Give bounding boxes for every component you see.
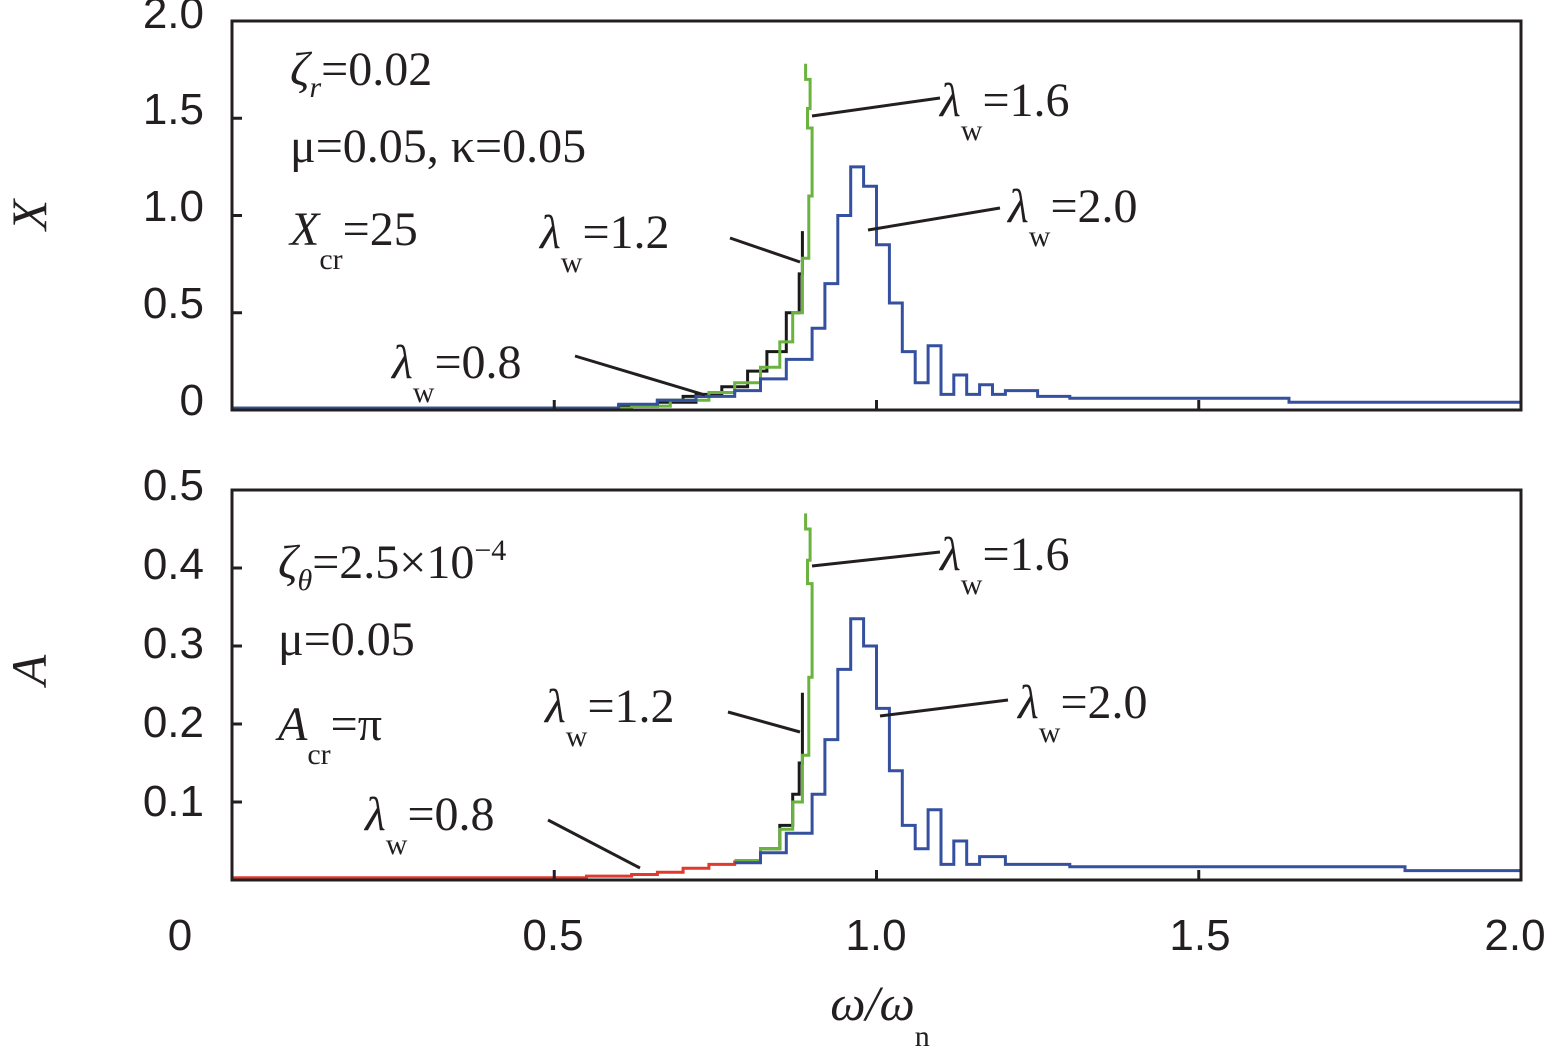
bottom-series-line-1 (232, 860, 737, 880)
bottom-param-mass: μ=0.05 (278, 613, 415, 666)
top-ytick: 1.0 (143, 182, 204, 231)
top-ytick: 2.0 (143, 0, 204, 38)
x-axis-label: ω/ωn (830, 975, 930, 1051)
bottom-xtick: 1.5 (1169, 911, 1230, 960)
top-label-leader-lines (574, 96, 1001, 397)
bottom-xtick: 2.0 (1484, 911, 1545, 960)
panel-bottom-a-amplitude: 0.1 0.2 0.3 0.4 0.5 0 0.5 1.0 1.5 2.0 A … (1, 461, 1546, 1051)
bottom-label-lw-0.8: λw=0.8 (363, 788, 495, 861)
top-ytick: 0 (180, 376, 204, 425)
top-axis-ticks (232, 19, 1201, 412)
top-ytick: 1.5 (143, 85, 204, 134)
bottom-ytick: 0.1 (143, 777, 204, 826)
bottom-plot-lines (232, 513, 1521, 880)
bottom-ytick: 0.5 (143, 461, 204, 510)
top-param-critical: Xcr=25 (288, 203, 418, 276)
bottom-label-lw-1.2: λw=1.2 (543, 680, 675, 753)
top-label-lw-1.6: λw=1.6 (938, 74, 1070, 147)
top-label-lw-1.2: λw=1.2 (538, 206, 670, 279)
bottom-series-line-3 (734, 513, 814, 862)
top-param-damping: ζr=0.02 (290, 43, 432, 104)
bottom-xtick: 1.0 (845, 911, 906, 960)
bottom-axis-ticks (230, 488, 1523, 880)
top-series-line-3 (232, 63, 814, 410)
bottom-ytick: 0.3 (143, 619, 204, 668)
top-ytick: 0.5 (143, 279, 204, 328)
top-param-mass-stiffness: μ=0.05, κ=0.05 (290, 120, 586, 173)
bottom-param-critical: Acr=π (275, 698, 382, 771)
top-series-line-4 (232, 165, 1521, 410)
top-leader-line-2 (729, 236, 801, 264)
panel-top-x-amplitude: 0 0.5 1.0 1.5 2.0 X ζr=0.02 μ=0.05, κ=0.… (1, 0, 1523, 425)
bottom-xtick: 0.5 (522, 911, 583, 960)
bottom-param-damping: ζθ=2.5×10−4 (278, 534, 506, 597)
bottom-label-leader-lines (547, 550, 1009, 870)
top-label-lw-0.8: λw=0.8 (390, 336, 522, 409)
bottom-y-axis-label: A (1, 654, 57, 688)
top-leader-line-4 (867, 206, 1001, 232)
top-plot-lines (232, 63, 1521, 410)
bottom-label-lw-2.0: λw=2.0 (1016, 676, 1148, 749)
bottom-xtick: 0 (168, 911, 192, 960)
bottom-leader-line-2 (727, 710, 801, 734)
top-leader-line-3 (811, 96, 941, 118)
top-label-lw-2.0: λw=2.0 (1006, 180, 1138, 253)
bottom-label-lw-1.6: λw=1.6 (938, 528, 1070, 601)
bottom-leader-line-3 (811, 550, 941, 568)
top-y-axis-label: X (1, 197, 57, 232)
bottom-ytick: 0.4 (143, 540, 204, 589)
bottom-leader-line-1 (547, 818, 641, 870)
bottom-ytick: 0.2 (143, 698, 204, 747)
top-leader-line-1 (574, 354, 706, 397)
bottom-leader-line-4 (879, 698, 1009, 718)
bottom-series-line-4 (734, 617, 1521, 873)
